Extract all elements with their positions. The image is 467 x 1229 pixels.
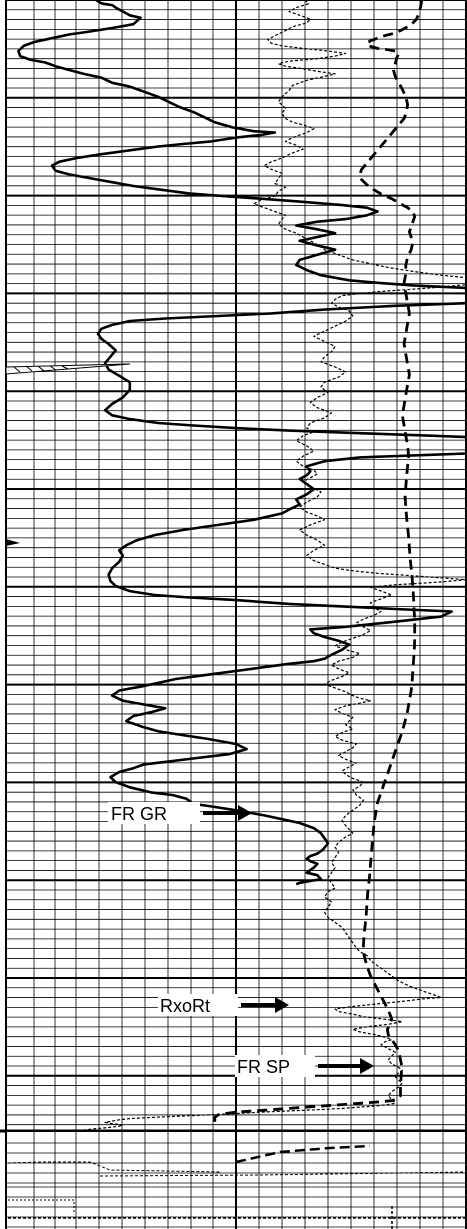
fr-gr-curve	[17, 0, 467, 886]
fr-gr-label-box	[108, 802, 200, 824]
rxort-label-box	[158, 994, 238, 1016]
log-bottom-section	[0, 1129, 467, 1229]
log-annotations: FR GR RxoRt FR SP	[108, 802, 374, 1077]
fr-gr-label: FR GR	[108, 802, 252, 824]
fr-sp-label-box	[235, 1055, 315, 1077]
bottom-grid	[5, 1132, 467, 1229]
fr-gr-arrow-head	[238, 805, 252, 821]
rxort-label-text: RxoRt	[160, 996, 210, 1016]
rxort-curve	[5, 0, 467, 1141]
fr-gr-label-text: FR GR	[111, 804, 167, 824]
bottom-small-box	[8, 1199, 75, 1212]
log-flags	[5, 363, 131, 546]
hatched-flag-lines	[13, 365, 69, 373]
fr-sp-label-text: FR SP	[237, 1057, 290, 1077]
depth-marker-flag	[6, 539, 20, 546]
fr-sp-arrow-head	[360, 1058, 374, 1074]
fr-sp-curve	[213, 0, 424, 1125]
rxort-arrow-head	[275, 997, 289, 1013]
bottom-dotted-trace-2	[99, 1171, 467, 1177]
bottom-dotted-trace	[7, 1161, 221, 1173]
fr-sp-label: FR SP	[235, 1055, 374, 1077]
log-curves	[5, 0, 467, 1141]
rxort-label: RxoRt	[158, 994, 289, 1016]
bottom-sp-tail	[235, 1144, 371, 1164]
